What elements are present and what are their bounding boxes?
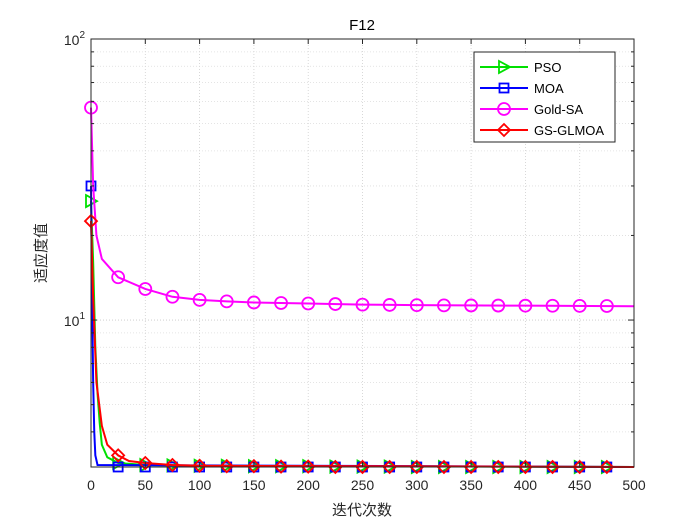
legend-marker-gs-glmoa [496,122,512,138]
data-point-gs-glmoa [110,448,126,463]
series-line-gold-sa [90,107,635,308]
data-point-gs-glmoa [545,459,560,475]
y-axis-label: 适应度值 [32,223,50,283]
ticks: 0 50 100 150 200 250 300 350 400 450 500 101 102 [64,30,646,493]
data-point-gs-glmoa [355,459,370,475]
data-point-gold-sa [491,298,506,313]
chart-title: F12 [349,17,375,34]
data-point-gs-glmoa [219,458,235,474]
data-point-gs-glmoa [165,457,180,473]
data-point-gs-glmoa [273,459,289,474]
x-tick-label: 350 [459,477,483,493]
data-point-gs-glmoa [246,458,262,474]
legend-label-pso: PSO [534,60,561,75]
data-point-gold-sa [599,299,614,313]
data-point-gs-glmoa [490,459,506,475]
x-tick-label: 400 [514,477,538,493]
legend-entry-gs-glmoa: GS-GLMOA [480,122,604,138]
legend-label-gs-glmoa: GS-GLMOA [534,123,604,138]
data-point-gold-sa [545,298,560,313]
y-tick-label: 101 [64,311,86,329]
x-tick-label: 0 [87,477,95,493]
data-point-gold-sa [464,298,479,313]
data-point-gold-sa [138,282,153,296]
x-tick-label: 300 [405,477,429,493]
data-point-gs-glmoa [328,459,343,475]
data-point-gold-sa [328,297,343,311]
data-point-gold-sa [165,289,180,304]
data-point-gs-glmoa [436,459,452,475]
data-point-gold-sa [572,298,587,313]
data-point-gs-glmoa [463,459,479,475]
data-point-gs-glmoa [300,459,316,474]
series-gold-sa [84,100,635,313]
x-tick-label: 200 [297,477,321,493]
y-tick-label: 102 [64,30,86,48]
x-tick-label: 450 [568,477,592,493]
legend: PSO MOA Gold-SA GS-GLMOA [473,51,616,143]
legend-entry-moa: MOA [480,81,564,96]
data-point-gs-glmoa [599,459,615,475]
grid [91,39,634,467]
legend-marker-pso [498,59,512,75]
data-point-gold-sa [382,298,397,312]
series-line-gs-glmoa [90,221,635,468]
data-point-gold-sa [111,270,126,285]
x-tick-label: 500 [622,477,646,493]
legend-marker-moa [498,82,510,94]
legend-label-moa: MOA [534,81,564,96]
data-point-gs-glmoa [572,459,587,475]
data-point-gold-sa [246,295,261,310]
data-point-gold-sa [355,297,370,312]
data-point-gold-sa [274,296,288,310]
data-point-gold-sa [518,298,533,313]
x-tick-label: 50 [138,477,154,493]
data-point-gold-sa [409,298,424,313]
data-point-gold-sa [437,298,451,313]
legend-entry-pso: PSO [480,59,561,75]
data-point-gold-sa [301,296,316,311]
data-point-gs-glmoa [409,459,425,475]
legend-box [473,51,616,143]
series-gs-glmoa [83,213,635,475]
data-point-gs-glmoa [518,459,533,475]
x-axis-label: 迭代次数 [332,501,392,519]
x-tick-label: 150 [242,477,266,493]
x-tick-label: 250 [351,477,375,493]
data-point-gold-sa [219,294,234,309]
data-point-gs-glmoa [138,455,153,471]
data-point-gs-glmoa [192,458,207,474]
series-line-moa [90,185,635,468]
data-point-gs-glmoa [382,459,397,475]
legend-label-gold-sa: Gold-SA [534,102,583,117]
x-tick-label: 100 [188,477,212,493]
legend-marker-gold-sa [497,102,511,116]
data-point-gold-sa [192,292,207,307]
legend-entry-gold-sa: Gold-SA [480,102,583,117]
